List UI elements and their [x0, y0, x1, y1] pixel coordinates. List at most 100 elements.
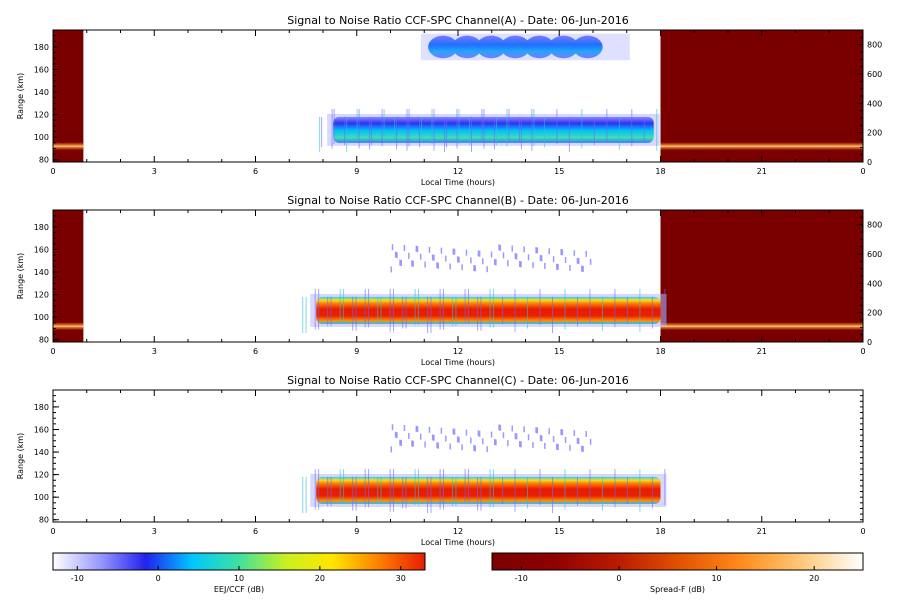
echo-point	[564, 256, 567, 263]
echo-point	[436, 442, 438, 449]
x-axis-label: Local Time (hours)	[421, 358, 495, 367]
echo-point	[473, 445, 475, 452]
echo-point	[581, 445, 583, 452]
echo-point	[445, 435, 447, 442]
echo-point	[428, 246, 431, 253]
right-y-tick-label: 800	[867, 41, 882, 50]
echo-point	[424, 441, 426, 448]
echo-point	[474, 445, 477, 452]
echo-point	[456, 436, 459, 443]
echo-point	[458, 256, 460, 263]
spread-f-block	[660, 30, 863, 162]
echo-point	[390, 266, 392, 273]
echo-point	[552, 436, 555, 443]
spread-f-trace	[53, 142, 84, 151]
colorbar-tick-label: 0	[616, 574, 621, 583]
echo-point	[408, 432, 410, 439]
echo-point	[415, 245, 418, 252]
echo-point	[470, 437, 472, 444]
colorbar-spread-f: -10 0 10 20 Spread-F (dB)	[491, 552, 864, 594]
x-tick-label: 0	[860, 167, 865, 176]
right-y-tick-label: 0	[867, 158, 872, 167]
echo-point	[561, 249, 564, 256]
echo-point	[536, 427, 539, 434]
x-tick-label: 18	[655, 167, 665, 176]
echo-point	[493, 439, 496, 446]
y-tick-label: 160	[34, 425, 49, 434]
echo-point	[419, 433, 422, 440]
x-tick-label: 12	[453, 527, 463, 536]
echo-point	[523, 246, 525, 253]
y-tick-label: 120	[34, 291, 49, 300]
echo-point	[416, 426, 419, 433]
colorbar-tick-label: -10	[71, 574, 84, 583]
y-tick-label: 120	[34, 471, 49, 480]
x-tick-label: 0	[50, 347, 55, 356]
echo-point	[540, 435, 543, 442]
right-y-tick-label: 200	[867, 309, 882, 318]
echo-point	[428, 426, 431, 433]
echo-point	[519, 260, 521, 267]
echo-point	[569, 444, 571, 451]
colorbar-gradient	[491, 552, 864, 571]
echo-point	[449, 443, 451, 450]
spread-f-trace	[53, 322, 84, 331]
echo-point	[515, 433, 518, 440]
x-tick-label: 6	[253, 347, 258, 356]
echo-point	[461, 264, 463, 271]
echo-region-eej	[333, 116, 654, 143]
echo-point	[445, 255, 447, 262]
echo-point	[452, 248, 455, 255]
echo-point	[532, 442, 534, 449]
echo-point	[391, 424, 394, 431]
y-tick-label: 160	[34, 245, 49, 254]
x-tick-label: 0	[50, 527, 55, 536]
echo-point	[433, 254, 435, 261]
y-axis-label: Range (km)	[16, 253, 25, 300]
x-tick-label: 21	[757, 347, 767, 356]
echo-point	[569, 264, 571, 271]
y-tick-label: 140	[34, 268, 49, 277]
x-tick-label: 0	[860, 347, 865, 356]
echo-region-upper	[476, 35, 507, 59]
echo-region-upper	[572, 35, 603, 59]
echo-point	[511, 245, 513, 252]
right-y-tick-label: 400	[867, 99, 882, 108]
echo-point	[477, 250, 480, 257]
colorbar-tick-label: 30	[396, 574, 406, 583]
colorbar-label: Spread-F (dB)	[650, 585, 705, 594]
echo-region-upper	[428, 35, 458, 59]
right-y-tick-label: 0	[867, 338, 872, 347]
echo-point	[499, 244, 502, 251]
echo-point	[585, 250, 587, 257]
echo-point	[540, 255, 543, 262]
echo-point	[400, 259, 403, 266]
colorbar-tick-label: 20	[809, 574, 819, 583]
echo-point	[399, 439, 401, 446]
echo-point	[403, 424, 406, 431]
panel-channel-a: Signal to Noise Ratio CCF-SPC Channel(A)…	[16, 14, 882, 187]
echo-point	[573, 430, 576, 437]
echo-point	[453, 428, 456, 435]
right-y-tick-label: 800	[867, 221, 882, 230]
echo-point	[535, 247, 537, 254]
echo-point	[474, 265, 477, 272]
echo-point	[557, 264, 559, 271]
echo-point	[514, 253, 517, 260]
x-axis-label: Local Time (hours)	[421, 538, 495, 547]
y-tick-label: 140	[34, 448, 49, 457]
echo-point	[507, 440, 509, 447]
echo-point	[490, 431, 493, 438]
echo-point	[502, 252, 505, 259]
echo-point	[412, 440, 414, 447]
y-axis-label: Range (km)	[16, 73, 25, 120]
echo-point	[556, 263, 558, 270]
echo-point	[535, 427, 537, 434]
x-tick-label: 9	[354, 347, 359, 356]
x-tick-label: 0	[50, 167, 55, 176]
y-tick-label: 180	[34, 223, 49, 232]
y-tick-label: 180	[34, 43, 49, 52]
x-tick-label: 21	[757, 527, 767, 536]
echo-point	[396, 432, 398, 439]
echo-point	[498, 244, 500, 251]
